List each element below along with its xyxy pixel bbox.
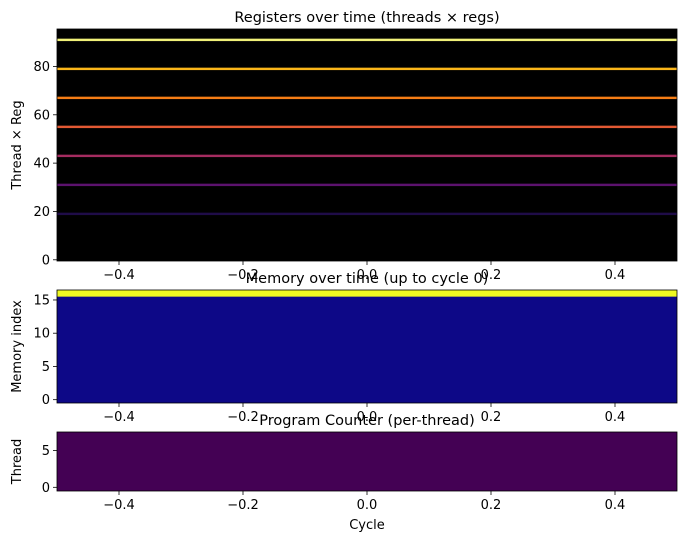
y-tick-label: 20 — [33, 205, 50, 220]
panel-1: −0.4 −0.2 0.0 0.2 0.4 0 5 10 15 Memory over time … — [10, 271, 678, 425]
x-tick-label: −0.2 — [227, 498, 259, 513]
heatmap-background — [57, 290, 677, 403]
y-axis-label: Thread — [10, 439, 25, 485]
x-tick-label: 0.4 — [605, 498, 626, 513]
y-tick-label: 10 — [33, 327, 50, 342]
panel-0: −0.4 −0.2 0.0 0.2 0.4 0 20 40 60 80 Registers over… — [10, 10, 678, 283]
chart-title: Memory over time (up to cycle 0) — [246, 271, 489, 287]
y-tick-label: 0 — [42, 253, 50, 268]
x-tick-label: 0.0 — [357, 268, 378, 283]
x-axis-label: Cycle — [349, 518, 385, 533]
heatmap-background — [57, 29, 677, 261]
x-tick-label: −0.4 — [103, 498, 135, 513]
y-tick-label: 0 — [42, 481, 50, 496]
y-tick-label: 15 — [33, 293, 50, 308]
x-tick-label: 0.2 — [481, 268, 502, 283]
x-tick-label: 0.0 — [357, 498, 378, 513]
x-tick-label: 0.2 — [481, 498, 502, 513]
x-tick-label: 0.4 — [605, 268, 626, 283]
heatmap-row-91 — [57, 38, 677, 42]
heatmap-row-16 — [57, 290, 677, 297]
y-axis-label: Thread × Reg — [10, 100, 25, 190]
x-tick-label: −0.4 — [103, 268, 135, 283]
heatmap-row-67 — [57, 96, 677, 100]
heatmap-row-79 — [57, 67, 677, 71]
chart-title: Program Counter (per-thread) — [259, 413, 475, 429]
heatmap-row-55 — [57, 125, 677, 129]
y-tick-label: 60 — [33, 108, 50, 123]
y-axis-label: Memory index — [10, 300, 25, 393]
y-tick-label: 5 — [42, 444, 50, 459]
heatmap-background — [57, 432, 677, 491]
heatmap-row-43 — [57, 154, 677, 158]
heatmap-row-31 — [57, 183, 677, 187]
x-tick-label: −0.2 — [227, 268, 259, 283]
panel-2: −0.4 −0.2 0.0 0.2 0.4 0 5 Program Counter (per-… — [10, 413, 678, 533]
chart-title: Registers over time (threads × regs) — [234, 10, 499, 26]
x-tick-label: 0.0 — [357, 410, 378, 425]
x-tick-label: −0.4 — [103, 410, 135, 425]
x-tick-label: 0.4 — [605, 410, 626, 425]
y-tick-label: 5 — [42, 360, 50, 375]
heatmap-row-19 — [57, 212, 677, 216]
y-tick-label: 40 — [33, 157, 50, 172]
y-tick-label: 0 — [42, 393, 50, 408]
x-tick-label: 0.2 — [481, 410, 502, 425]
y-tick-label: 80 — [33, 60, 50, 75]
x-tick-label: −0.2 — [227, 410, 259, 425]
